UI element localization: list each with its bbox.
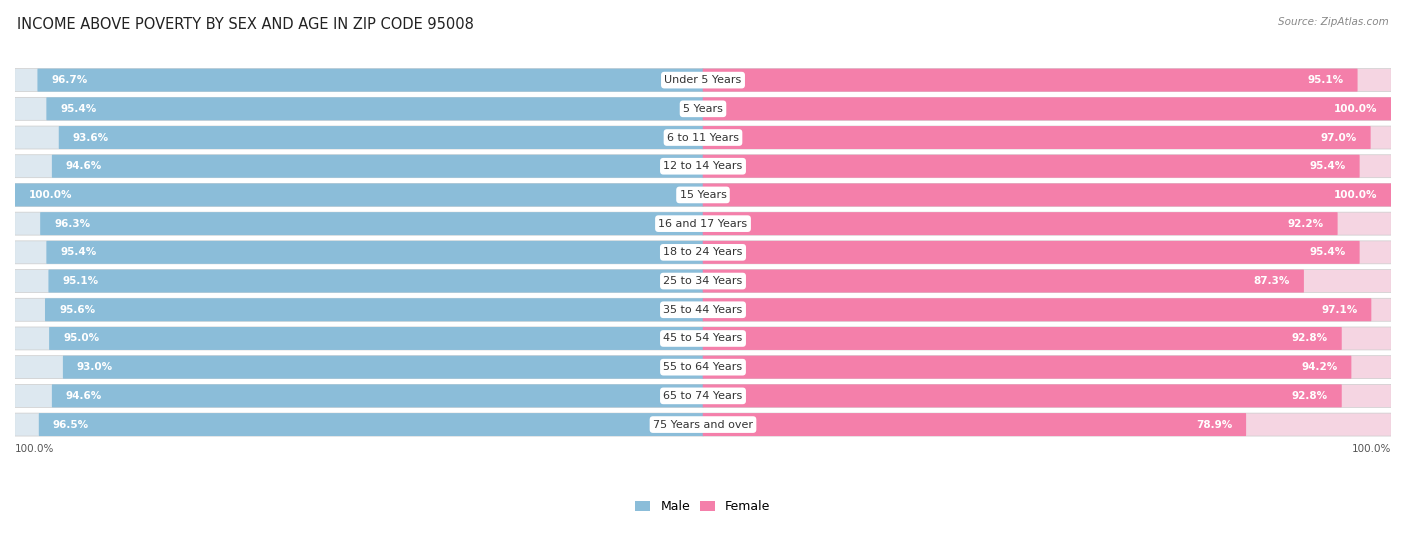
FancyBboxPatch shape (703, 413, 1392, 436)
FancyBboxPatch shape (703, 155, 1392, 178)
Text: 15 Years: 15 Years (679, 190, 727, 200)
FancyBboxPatch shape (703, 327, 1341, 350)
FancyBboxPatch shape (703, 356, 1351, 378)
FancyBboxPatch shape (14, 299, 703, 321)
FancyBboxPatch shape (14, 269, 703, 292)
FancyBboxPatch shape (14, 126, 703, 149)
Text: 94.6%: 94.6% (66, 391, 103, 401)
FancyBboxPatch shape (41, 212, 703, 235)
FancyBboxPatch shape (14, 327, 703, 350)
Text: 92.2%: 92.2% (1288, 219, 1323, 229)
Text: 5 Years: 5 Years (683, 104, 723, 114)
FancyBboxPatch shape (703, 126, 1371, 149)
FancyBboxPatch shape (703, 183, 1392, 206)
FancyBboxPatch shape (703, 269, 1303, 292)
FancyBboxPatch shape (703, 126, 1392, 149)
Text: 75 Years and over: 75 Years and over (652, 420, 754, 429)
FancyBboxPatch shape (703, 69, 1392, 92)
Text: 94.6%: 94.6% (66, 161, 103, 171)
Text: 55 to 64 Years: 55 to 64 Years (664, 362, 742, 372)
Text: 96.5%: 96.5% (53, 420, 89, 429)
FancyBboxPatch shape (703, 327, 1392, 350)
FancyBboxPatch shape (38, 69, 703, 92)
Text: 95.4%: 95.4% (60, 247, 97, 257)
FancyBboxPatch shape (39, 413, 703, 436)
Text: 95.1%: 95.1% (62, 276, 98, 286)
FancyBboxPatch shape (52, 155, 703, 178)
Text: 95.4%: 95.4% (1309, 161, 1346, 171)
FancyBboxPatch shape (59, 126, 703, 149)
Text: 95.1%: 95.1% (1308, 75, 1344, 85)
FancyBboxPatch shape (14, 183, 703, 206)
FancyBboxPatch shape (703, 212, 1392, 235)
FancyBboxPatch shape (46, 241, 703, 264)
FancyBboxPatch shape (46, 97, 703, 120)
Text: 97.1%: 97.1% (1322, 305, 1357, 315)
Text: 78.9%: 78.9% (1197, 420, 1232, 429)
FancyBboxPatch shape (14, 241, 703, 264)
FancyBboxPatch shape (52, 385, 703, 408)
Text: 92.8%: 92.8% (1292, 391, 1327, 401)
Text: 45 to 54 Years: 45 to 54 Years (664, 334, 742, 343)
FancyBboxPatch shape (703, 269, 1392, 292)
Text: 95.6%: 95.6% (59, 305, 96, 315)
FancyBboxPatch shape (14, 385, 703, 408)
Text: 16 and 17 Years: 16 and 17 Years (658, 219, 748, 229)
FancyBboxPatch shape (703, 385, 1341, 408)
FancyBboxPatch shape (14, 356, 703, 378)
Text: 65 to 74 Years: 65 to 74 Years (664, 391, 742, 401)
Text: Under 5 Years: Under 5 Years (665, 75, 741, 85)
Text: 100.0%: 100.0% (1334, 190, 1378, 200)
Text: 100.0%: 100.0% (1351, 444, 1391, 454)
FancyBboxPatch shape (703, 356, 1392, 378)
Text: 95.0%: 95.0% (63, 334, 100, 343)
Text: 35 to 44 Years: 35 to 44 Years (664, 305, 742, 315)
Text: 100.0%: 100.0% (15, 444, 55, 454)
FancyBboxPatch shape (703, 299, 1392, 321)
Text: 97.0%: 97.0% (1320, 132, 1357, 143)
Text: 6 to 11 Years: 6 to 11 Years (666, 132, 740, 143)
FancyBboxPatch shape (703, 299, 1371, 321)
FancyBboxPatch shape (703, 212, 1337, 235)
Text: 95.4%: 95.4% (60, 104, 97, 114)
Text: 96.7%: 96.7% (52, 75, 87, 85)
FancyBboxPatch shape (703, 413, 1246, 436)
Text: 92.8%: 92.8% (1292, 334, 1327, 343)
Text: Source: ZipAtlas.com: Source: ZipAtlas.com (1278, 17, 1389, 27)
FancyBboxPatch shape (703, 69, 1358, 92)
FancyBboxPatch shape (14, 183, 703, 206)
FancyBboxPatch shape (48, 269, 703, 292)
Text: 100.0%: 100.0% (1334, 104, 1378, 114)
FancyBboxPatch shape (703, 241, 1360, 264)
FancyBboxPatch shape (703, 385, 1392, 408)
FancyBboxPatch shape (45, 299, 703, 321)
FancyBboxPatch shape (703, 97, 1392, 120)
FancyBboxPatch shape (703, 183, 1392, 206)
FancyBboxPatch shape (14, 69, 703, 92)
Text: 93.0%: 93.0% (77, 362, 112, 372)
FancyBboxPatch shape (14, 155, 703, 178)
Text: 25 to 34 Years: 25 to 34 Years (664, 276, 742, 286)
Text: 93.6%: 93.6% (73, 132, 108, 143)
Text: 94.2%: 94.2% (1301, 362, 1337, 372)
Text: 18 to 24 Years: 18 to 24 Years (664, 247, 742, 257)
Text: 100.0%: 100.0% (28, 190, 72, 200)
FancyBboxPatch shape (63, 356, 703, 378)
FancyBboxPatch shape (703, 155, 1360, 178)
Text: 95.4%: 95.4% (1309, 247, 1346, 257)
FancyBboxPatch shape (49, 327, 703, 350)
FancyBboxPatch shape (14, 413, 703, 436)
Text: 87.3%: 87.3% (1254, 276, 1289, 286)
Text: 12 to 14 Years: 12 to 14 Years (664, 161, 742, 171)
Text: 96.3%: 96.3% (55, 219, 90, 229)
Text: INCOME ABOVE POVERTY BY SEX AND AGE IN ZIP CODE 95008: INCOME ABOVE POVERTY BY SEX AND AGE IN Z… (17, 17, 474, 32)
FancyBboxPatch shape (14, 212, 703, 235)
FancyBboxPatch shape (703, 241, 1392, 264)
Legend: Male, Female: Male, Female (630, 495, 776, 518)
FancyBboxPatch shape (703, 97, 1392, 120)
FancyBboxPatch shape (14, 97, 703, 120)
